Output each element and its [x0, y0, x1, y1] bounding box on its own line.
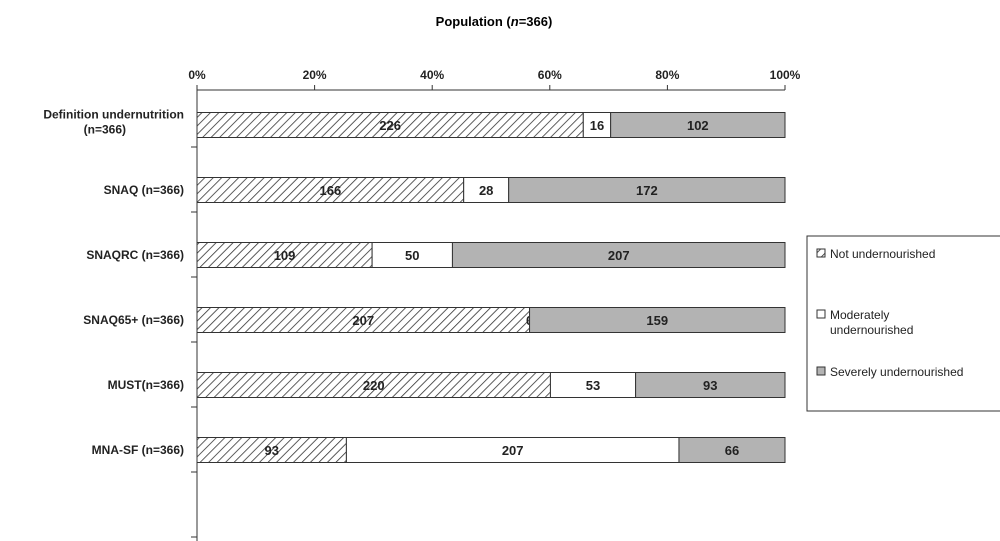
data-label: 172	[636, 183, 658, 198]
data-label: 16	[590, 118, 604, 133]
bar-segment	[196, 112, 584, 138]
bar-segment	[549, 372, 637, 398]
data-label: 109	[274, 248, 296, 263]
bar-segment	[529, 307, 786, 333]
bar-segment	[635, 372, 786, 398]
data-label: 93	[264, 443, 278, 458]
legend-label: Not undernourished	[830, 247, 935, 261]
legend-box	[806, 235, 1000, 412]
category-labels: Definition undernutrition (n=366) SNAQ (n=…	[43, 108, 184, 458]
data-label: 50	[405, 248, 419, 263]
data-label: 93	[703, 378, 717, 393]
x-tick-label: 60%	[538, 68, 562, 82]
data-label: 66	[725, 443, 739, 458]
bar-segment	[463, 177, 510, 203]
x-tick-label: 40%	[420, 68, 444, 82]
data-label: 102	[687, 118, 709, 133]
bar-segment	[196, 437, 347, 463]
category-label: MUST(n=366)	[108, 378, 184, 392]
data-label: 226	[379, 118, 401, 133]
bar-segment	[451, 242, 786, 268]
data-label: 207	[352, 313, 374, 328]
x-tick-label: 20%	[303, 68, 327, 82]
bar-segment	[196, 242, 373, 268]
data-label: 28	[479, 183, 493, 198]
x-tick-label: 0%	[188, 68, 206, 82]
data-label: 166	[319, 183, 341, 198]
data-label: 220	[363, 378, 385, 393]
bar-segment	[678, 437, 786, 463]
data-label: 207	[608, 248, 630, 263]
category-label: MNA-SF (n=366)	[92, 443, 184, 457]
x-axis-ticks: 0% 20% 40% 60% 80% 100%	[188, 68, 800, 82]
category-label: Definition undernutrition (n=366)	[43, 108, 184, 137]
x-tick-label: 80%	[655, 68, 679, 82]
data-label: 159	[646, 313, 668, 328]
bar-segment	[371, 242, 453, 268]
legend-swatch	[816, 248, 826, 258]
bar-segment	[345, 437, 680, 463]
data-label: 53	[586, 378, 600, 393]
category-label: SNAQ65+ (n=366)	[83, 313, 184, 327]
x-tick-label: 100%	[770, 68, 801, 82]
data-label: 207	[502, 443, 524, 458]
bar-segment	[610, 112, 786, 138]
bars: 2261610216628172109502072070159220539393…	[196, 112, 786, 463]
category-label: SNAQ (n=366)	[104, 183, 184, 197]
bar-segment	[508, 177, 786, 203]
legend-swatch	[816, 366, 826, 376]
legend-label: Moderately undernourished	[830, 308, 913, 337]
bar-segment	[196, 372, 551, 398]
bar-segment	[196, 177, 465, 203]
legend: Not undernourished Moderately undernourish…	[806, 235, 1000, 412]
legend-label: Severely undernourished	[830, 365, 963, 379]
chart-title: Population (n=366)	[436, 14, 553, 29]
category-label: SNAQRC (n=366)	[86, 248, 184, 262]
legend-swatch	[816, 309, 826, 319]
axes	[191, 85, 786, 541]
